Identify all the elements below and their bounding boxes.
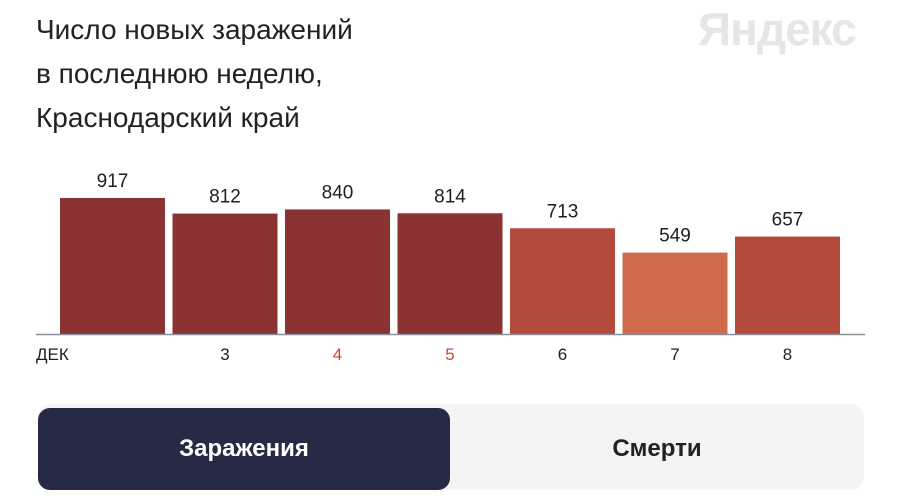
bar-8: [735, 236, 840, 334]
bar-7: [622, 252, 728, 334]
bar-4: [285, 209, 390, 334]
x-tick-label-5: 5: [445, 345, 454, 364]
yandex-logo: Яндекс: [698, 3, 857, 55]
data-label-7: 549: [659, 226, 691, 247]
x-tick-label-6: 6: [558, 345, 567, 364]
bar-6: [510, 228, 615, 334]
x-tick-label-2: ДЕК: [36, 345, 69, 364]
metric-tabs: Заражения Смерти: [38, 404, 864, 490]
x-tick-label-4: 4: [333, 345, 342, 364]
tab-deaths[interactable]: Смерти: [612, 435, 702, 462]
data-label-5: 814: [434, 186, 466, 207]
data-label-8: 657: [772, 210, 804, 231]
x-tick-label-8: 8: [783, 345, 792, 364]
bar-2: [60, 198, 165, 334]
data-label-3: 812: [209, 187, 241, 208]
title-line-3: Краснодарский край: [36, 102, 300, 133]
data-label-2: 917: [97, 171, 129, 192]
x-tick-label-7: 7: [670, 345, 679, 364]
chart-title: Число новых заражений в последнюю неделю…: [36, 8, 596, 140]
data-label-4: 840: [322, 182, 354, 203]
bar-3: [172, 213, 278, 334]
bar-chart: 917 ДЕК 812 3 840 4 814 5 713 6 549 7 657 8: [36, 171, 865, 364]
data-label-6: 713: [547, 201, 579, 222]
title-line-1: Число новых заражений: [36, 14, 353, 45]
x-tick-label-3: 3: [220, 345, 229, 364]
title-line-2: в последнюю неделю,: [36, 58, 323, 89]
bar-5: [397, 213, 503, 334]
tab-infections[interactable]: Заражения: [38, 408, 450, 490]
